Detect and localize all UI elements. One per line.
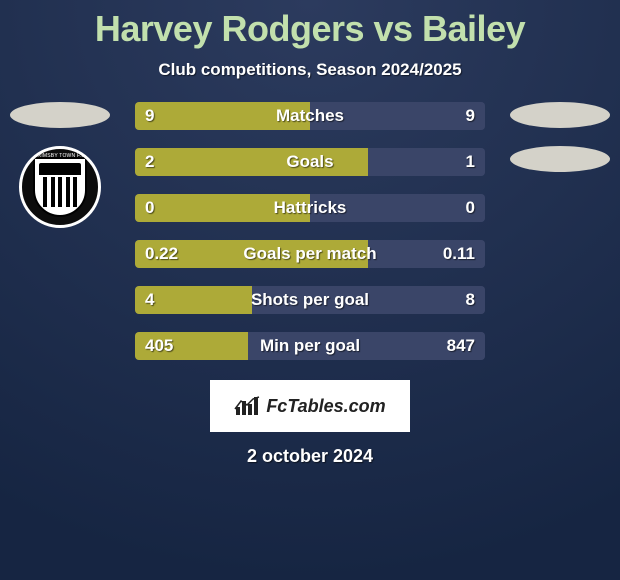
stat-bar-left <box>135 102 310 130</box>
stats-bars: 99Matches 21Goals 00Hattricks 0.220.11Goals… <box>135 102 485 360</box>
crest-shield <box>33 157 87 217</box>
stat-row: 99Matches <box>135 102 485 130</box>
stat-bar-right <box>310 194 485 222</box>
stat-bar-left <box>135 148 368 176</box>
right-club-placeholder <box>510 146 610 172</box>
stat-row: 00Hattricks <box>135 194 485 222</box>
stat-bar-left <box>135 286 252 314</box>
watermark-box: FcTables.com <box>210 380 410 432</box>
stat-row: 405847Min per goal <box>135 332 485 360</box>
comparison-container: GRIMSBY TOWN F.C. 99Matches 21Goals 00Hatt… <box>0 102 620 360</box>
left-club-crest: GRIMSBY TOWN F.C. <box>19 146 101 228</box>
page-title: Harvey Rodgers vs Bailey <box>0 0 620 50</box>
left-flag-placeholder <box>10 102 110 128</box>
subtitle: Club competitions, Season 2024/2025 <box>0 60 620 80</box>
watermark-text: FcTables.com <box>266 396 385 417</box>
stat-bar-left <box>135 194 310 222</box>
stat-bar-right <box>248 332 485 360</box>
stat-bar-left <box>135 240 368 268</box>
stat-bar-right <box>252 286 485 314</box>
stat-bar-right <box>368 148 485 176</box>
stat-row: 48Shots per goal <box>135 286 485 314</box>
date-text: 2 october 2024 <box>0 446 620 467</box>
stat-bar-right <box>310 102 485 130</box>
watermark-chart-icon <box>234 395 260 417</box>
stat-bar-left <box>135 332 248 360</box>
left-badges-column: GRIMSBY TOWN F.C. <box>10 102 110 228</box>
stat-row: 0.220.11Goals per match <box>135 240 485 268</box>
stat-row: 21Goals <box>135 148 485 176</box>
right-flag-placeholder <box>510 102 610 128</box>
right-badges-column <box>510 102 610 172</box>
stat-bar-right <box>368 240 485 268</box>
